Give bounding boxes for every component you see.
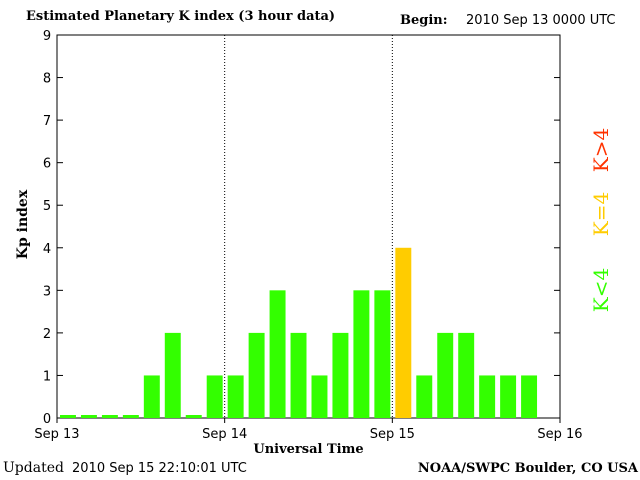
updated-value: 2010 Sep 15 22:10:01 UTC — [72, 461, 247, 476]
y-axis-label: Kp index — [15, 189, 31, 259]
kp-bar — [374, 290, 391, 418]
chart-title: Estimated Planetary K index (3 hour data… — [26, 9, 336, 24]
kp-bar — [269, 290, 286, 418]
kp-bar — [437, 332, 454, 418]
kp-bar — [143, 375, 160, 418]
y-tick-label: 3 — [43, 284, 51, 299]
kp-bar — [227, 375, 244, 418]
legend-equal: K=4 — [589, 192, 613, 236]
kp-bar — [395, 247, 412, 418]
kp-bar — [164, 332, 181, 418]
kp-bar — [101, 415, 118, 418]
y-tick-label: 8 — [43, 72, 51, 87]
kp-bar — [416, 375, 433, 418]
kp-bar — [248, 332, 265, 418]
y-tick-label: 0 — [43, 412, 51, 427]
kp-bar — [458, 332, 475, 418]
kp-bar — [80, 415, 97, 418]
x-tick-label: Sep 14 — [202, 427, 247, 442]
x-tick-label: Sep 15 — [370, 427, 415, 442]
kp-bar — [479, 375, 496, 418]
kp-bar — [500, 375, 517, 418]
legend-low: K<4 — [589, 268, 613, 312]
y-tick-label: 9 — [43, 29, 51, 44]
y-tick-label: 7 — [43, 114, 51, 129]
x-axis-label: Universal Time — [253, 442, 363, 457]
plot-frame — [56, 34, 561, 419]
kp-bar — [311, 375, 328, 418]
kp-bar — [60, 415, 76, 418]
kp-bar — [332, 332, 349, 418]
kp-bar — [290, 332, 307, 418]
kp-bar — [206, 375, 223, 418]
kp-bar — [521, 375, 538, 418]
y-tick-label: 6 — [43, 157, 51, 172]
legend-high: K>4 — [589, 128, 613, 172]
y-tick-label: 4 — [43, 242, 51, 257]
y-tick-label: 1 — [43, 369, 51, 384]
y-tick-label: 5 — [43, 199, 51, 214]
kp-bar — [122, 415, 139, 418]
credit-text: NOAA/SWPC Boulder, CO USA — [417, 461, 638, 476]
y-tick-label: 2 — [43, 327, 51, 342]
begin-value: 2010 Sep 13 0000 UTC — [466, 13, 616, 28]
kp-bar — [185, 415, 202, 418]
x-tick-label: Sep 16 — [537, 427, 582, 442]
updated-label: Updated — [3, 460, 64, 476]
kp-bar — [353, 290, 370, 418]
begin-label: Begin: — [400, 13, 448, 28]
x-tick-label: Sep 13 — [34, 427, 79, 442]
